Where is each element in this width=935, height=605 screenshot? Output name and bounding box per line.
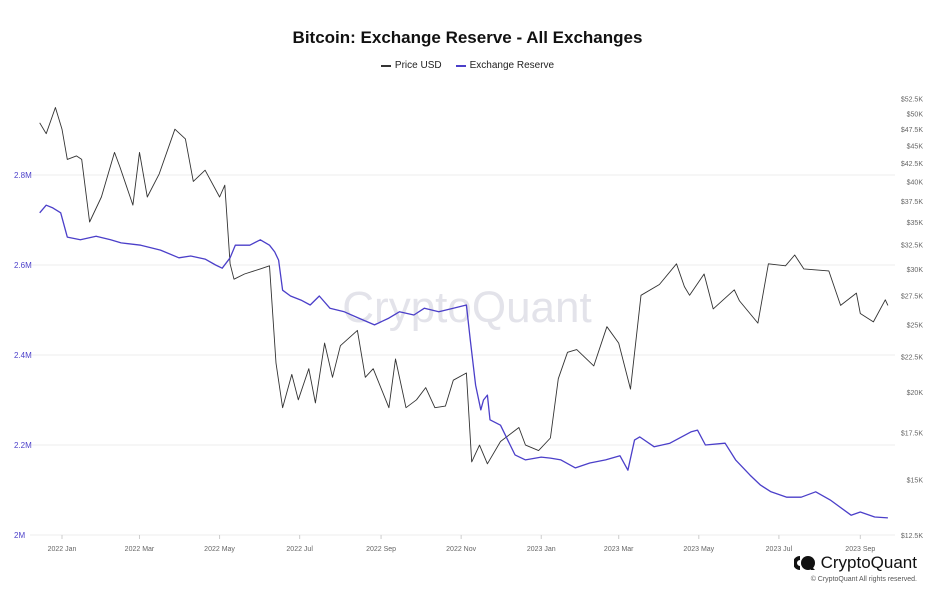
legend: Price USD Exchange Reserve	[0, 60, 935, 71]
right-axis-tick-label: $25K	[907, 322, 924, 329]
right-axis-tick-label: $52.5K	[901, 97, 924, 104]
x-axis-tick-label: 2023 Sep	[845, 546, 875, 553]
right-axis-tick-label: $32.5K	[901, 243, 924, 250]
exchange-reserve-line	[39, 204, 888, 519]
legend-item-reserve[interactable]: Exchange Reserve	[455, 60, 555, 71]
right-axis-tick-label: $45K	[907, 144, 924, 151]
legend-label-price: Price USD	[394, 60, 442, 71]
cryptoquant-logo-icon	[793, 556, 815, 570]
legend-swatch-reserve	[455, 64, 466, 67]
x-axis-tick-label: 2023 Mar	[604, 546, 634, 553]
legend-swatch-price	[380, 64, 391, 67]
x-axis-tick-label: 2023 Jul	[766, 546, 793, 553]
right-axis-tick-label: $20K	[907, 390, 924, 397]
brand-name: CryptoQuant	[820, 553, 917, 572]
left-axis-tick-label: 2.6M	[14, 261, 32, 270]
right-axis-tick-label: $22.5K	[901, 354, 924, 361]
right-axis-tick-label: $50K	[907, 112, 924, 119]
x-axis-tick-label: 2022 Jan	[48, 546, 77, 553]
right-axis-tick-label: $42.5K	[901, 161, 924, 168]
x-axis-tick-label: 2023 May	[683, 546, 714, 553]
price-usd-line	[39, 107, 889, 465]
right-axis-tick-label: $27.5K	[901, 293, 924, 300]
x-axis-tick-label: 2023 Jan	[527, 546, 556, 553]
right-axis-tick-label: $17.5K	[901, 431, 924, 438]
right-axis-tick-label: $37.5K	[901, 199, 924, 206]
chart-title: Bitcoin: Exchange Reserve - All Exchange…	[292, 28, 643, 47]
x-axis-tick-label: 2022 Mar	[125, 546, 155, 553]
x-axis-tick-label: 2022 Nov	[446, 546, 476, 553]
right-axis-tick-label: $35K	[907, 220, 924, 227]
right-axis-tick-label: $15K	[907, 478, 924, 485]
cryptoquant-logo: CryptoQuant	[793, 553, 917, 573]
left-axis-tick-label: 2.8M	[14, 171, 32, 180]
copyright: © CryptoQuant All rights reserved.	[810, 576, 917, 583]
legend-item-price[interactable]: Price USD	[380, 60, 442, 71]
legend-label-reserve: Exchange Reserve	[469, 60, 555, 71]
x-axis-tick-label: 2022 Sep	[366, 546, 396, 553]
right-axis-tick-label: $40K	[907, 179, 924, 186]
left-axis-tick-label: 2M	[14, 531, 25, 540]
right-axis-tick-label: $30K	[907, 267, 924, 274]
left-axis-tick-label: 2.2M	[14, 441, 32, 450]
left-axis-tick-label: 2.4M	[14, 351, 32, 360]
x-axis-tick-label: 2022 May	[204, 546, 235, 553]
x-axis-tick-label: 2022 Jul	[286, 546, 313, 553]
right-axis-tick-label: $12.5K	[901, 533, 924, 540]
right-axis-tick-label: $47.5K	[901, 127, 924, 134]
